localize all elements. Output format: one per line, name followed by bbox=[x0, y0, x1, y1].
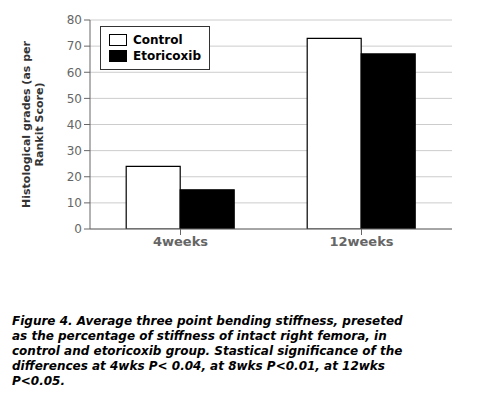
svg-text:12weeks: 12weeks bbox=[329, 234, 393, 249]
html-text:Figure 4. Average three point: Figure 4. Average three point bending st… bbox=[12, 314, 403, 388]
svg-text:60: 60 bbox=[67, 66, 82, 80]
svg-text:4weeks: 4weeks bbox=[153, 234, 208, 249]
svg-text:10: 10 bbox=[67, 196, 82, 210]
html-text:Control: Control bbox=[133, 33, 183, 47]
svg-text:70: 70 bbox=[67, 39, 82, 53]
svg-text:20: 20 bbox=[67, 170, 82, 184]
svg-text:30: 30 bbox=[67, 144, 82, 158]
svg-text:50: 50 bbox=[67, 92, 82, 106]
svg-text:40: 40 bbox=[67, 118, 82, 132]
svg-text:0: 0 bbox=[74, 222, 82, 236]
html-text:Etoricoxib: Etoricoxib bbox=[133, 49, 201, 63]
svg-text:Histological grades (as perRan: Histological grades (as perRankit Score) bbox=[20, 40, 46, 207]
svg-text:80: 80 bbox=[67, 13, 82, 27]
